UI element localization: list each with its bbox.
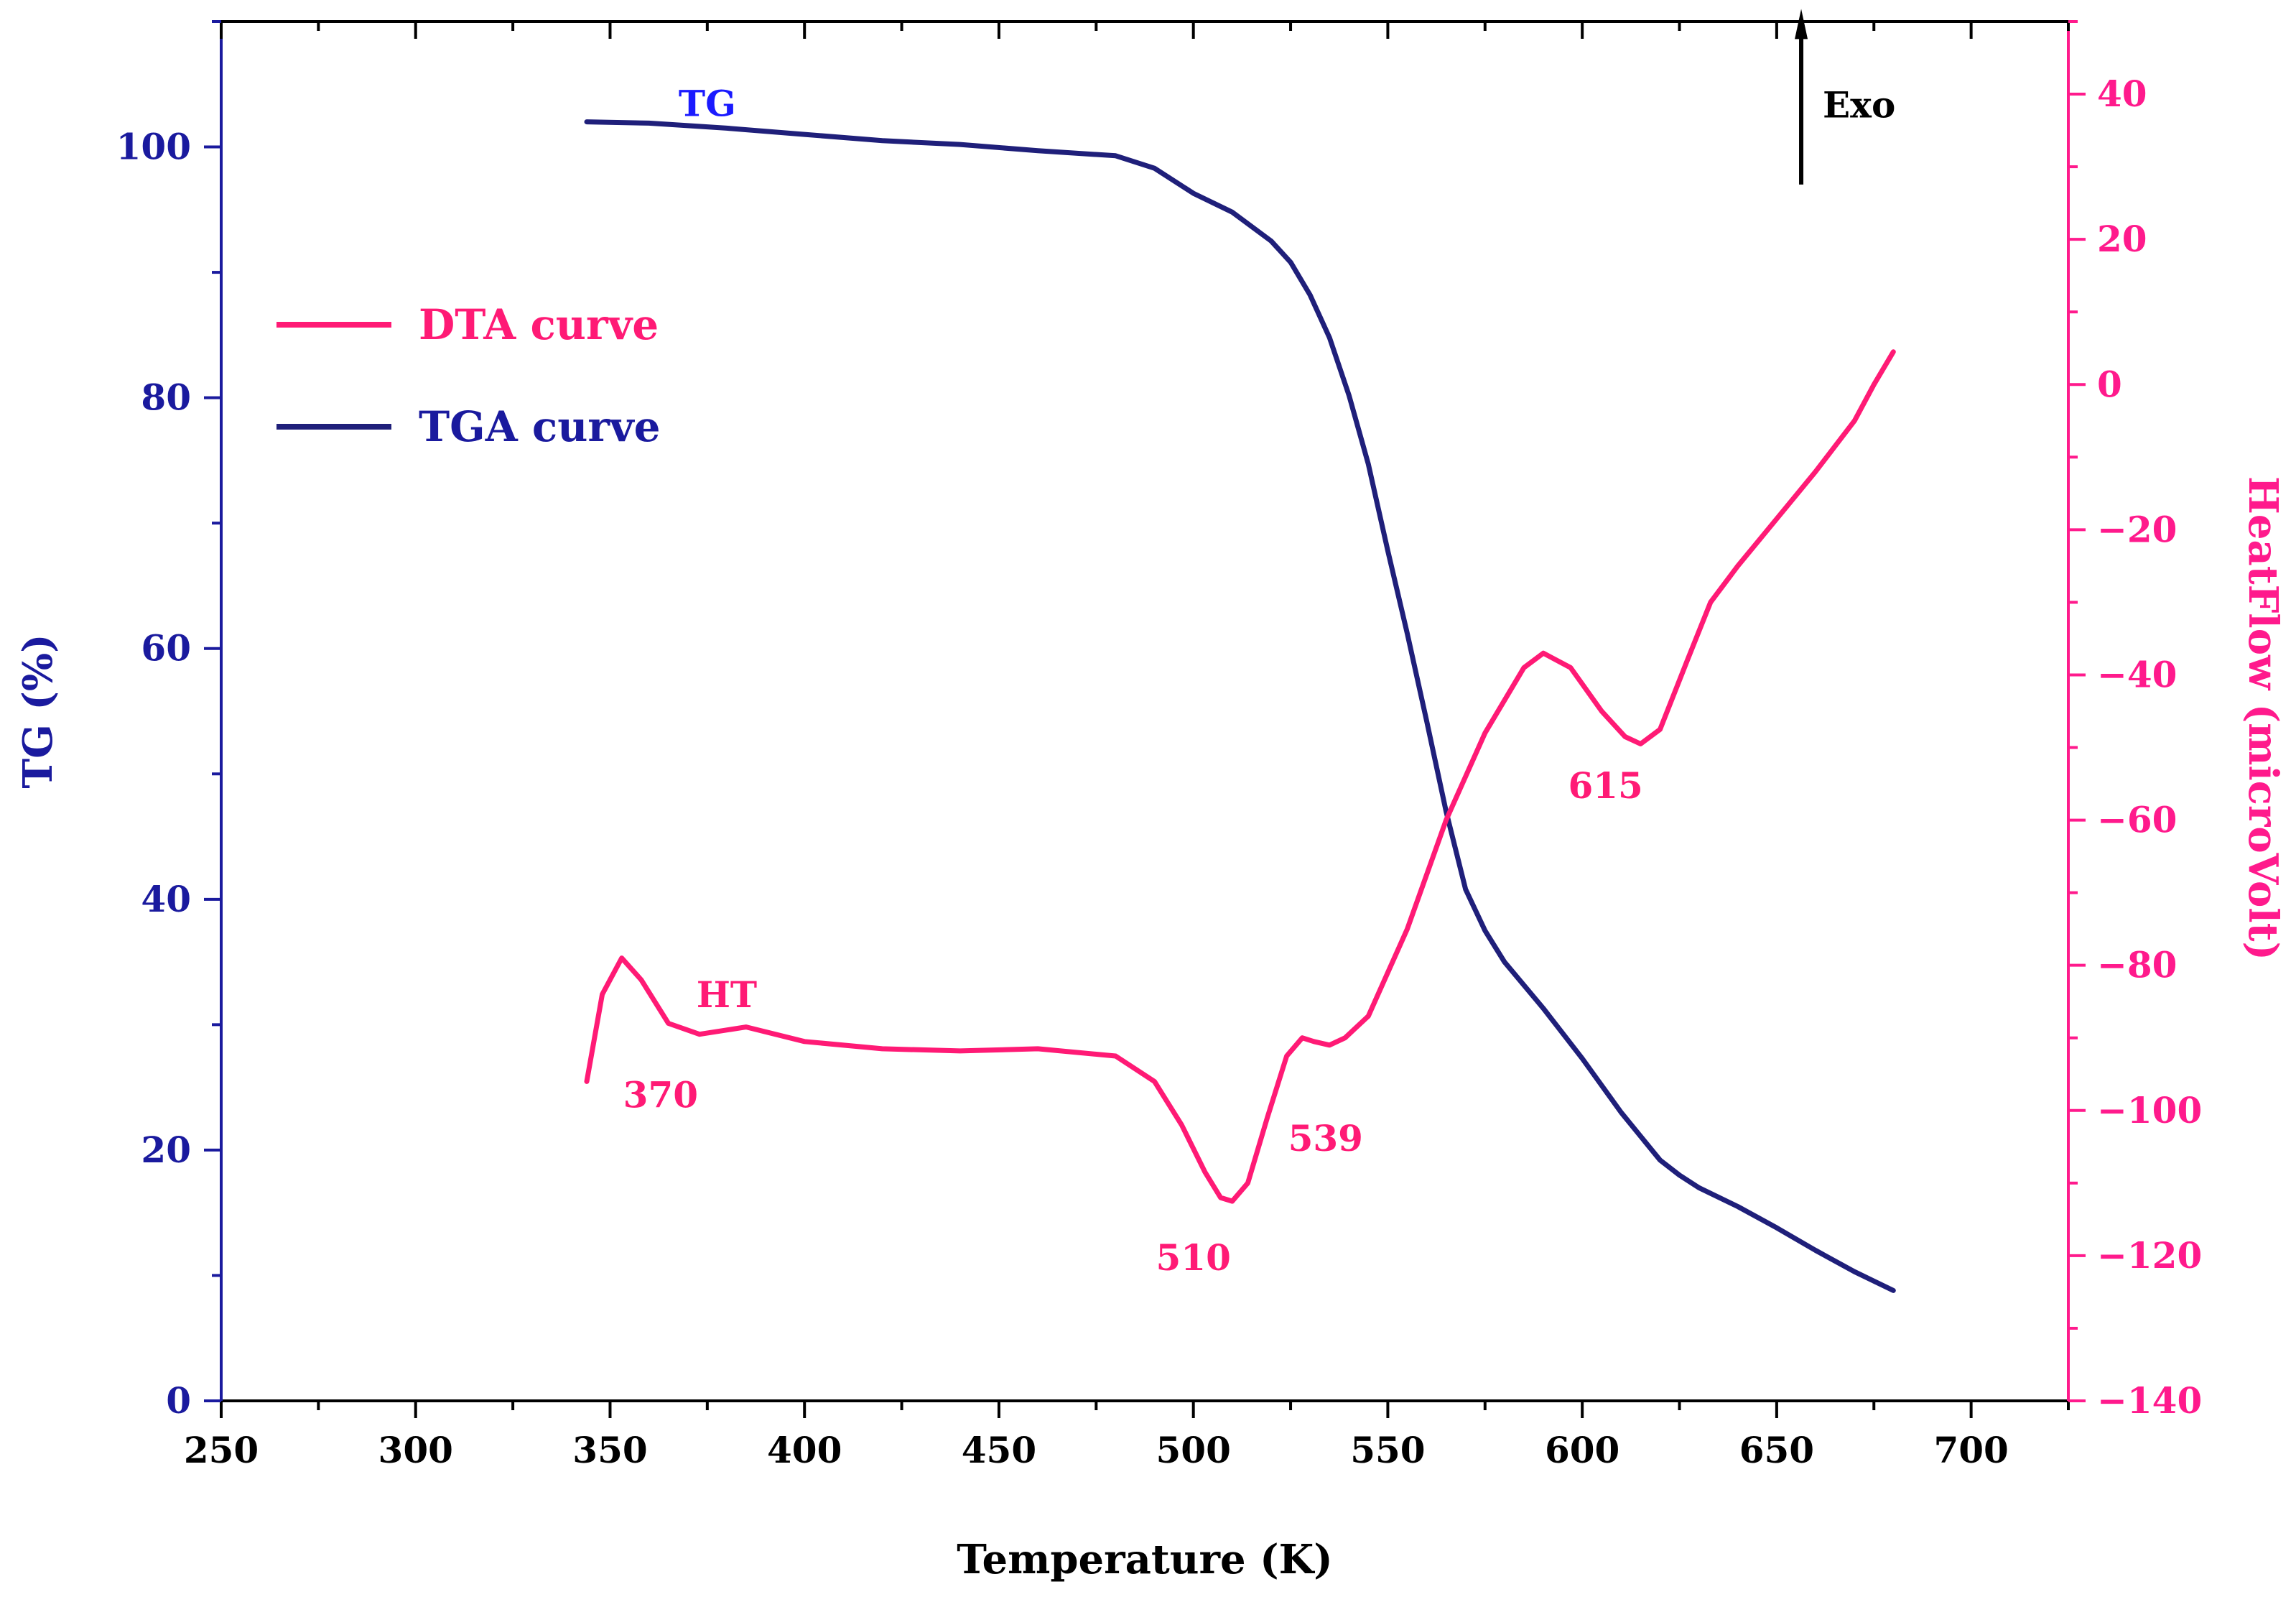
x-tick-label: 350 xyxy=(572,1429,647,1471)
annotation-ht: HT xyxy=(697,973,757,1016)
left-y-tick-label: 0 xyxy=(166,1379,191,1422)
right-y-tick-label: −140 xyxy=(2097,1379,2202,1422)
left-y-axis-title: TG (%) xyxy=(14,634,62,788)
dta-curve xyxy=(584,349,1896,1204)
right-y-tick-label: −40 xyxy=(2097,653,2177,695)
right-y-tick-label: −60 xyxy=(2097,799,2177,841)
right-y-tick-label: 40 xyxy=(2097,73,2147,115)
right-y-tick-label: 0 xyxy=(2097,363,2122,405)
left-y-tick-label: 60 xyxy=(141,627,191,670)
x-tick-label: 700 xyxy=(1933,1429,2008,1471)
right-y-tick-label: −80 xyxy=(2097,944,2177,986)
annotation-510: 510 xyxy=(1156,1236,1230,1279)
x-tick-label: 550 xyxy=(1350,1429,1425,1471)
x-tick-label: 250 xyxy=(184,1429,259,1471)
right-y-tick-label: −100 xyxy=(2097,1089,2202,1131)
x-tick-label: 600 xyxy=(1545,1429,1619,1471)
left-y-tick-label: 40 xyxy=(141,878,191,920)
annotation-539: 539 xyxy=(1288,1117,1363,1159)
x-tick-label: 500 xyxy=(1156,1429,1230,1471)
right-y-tick-label: 20 xyxy=(2097,218,2147,260)
tga-curve xyxy=(584,119,1896,1293)
x-tick-label: 400 xyxy=(767,1429,842,1471)
annotation-370: 370 xyxy=(623,1074,698,1116)
x-axis-title: Temperature (K) xyxy=(957,1536,1333,1583)
legend-label-tga: TGA curve xyxy=(419,402,661,451)
x-tick-label: 650 xyxy=(1739,1429,1814,1471)
left-y-tick-label: 20 xyxy=(141,1129,191,1171)
annotation-tg: TG xyxy=(679,82,736,124)
right-y-tick-label: −120 xyxy=(2097,1234,2202,1277)
x-tick-label: 450 xyxy=(962,1429,1036,1471)
legend-label-dta: DTA curve xyxy=(419,300,659,349)
annotation-exo: Exo xyxy=(1823,83,1895,126)
left-y-tick-label: 80 xyxy=(141,376,191,419)
right-y-tick-label: −20 xyxy=(2097,508,2177,550)
exo-arrow-head xyxy=(1795,9,1808,40)
left-y-tick-label: 100 xyxy=(116,126,191,168)
x-tick-label: 300 xyxy=(378,1429,453,1471)
annotation-615: 615 xyxy=(1568,764,1642,807)
right-y-axis-title: HeatFlow (microVolt) xyxy=(2239,476,2287,960)
